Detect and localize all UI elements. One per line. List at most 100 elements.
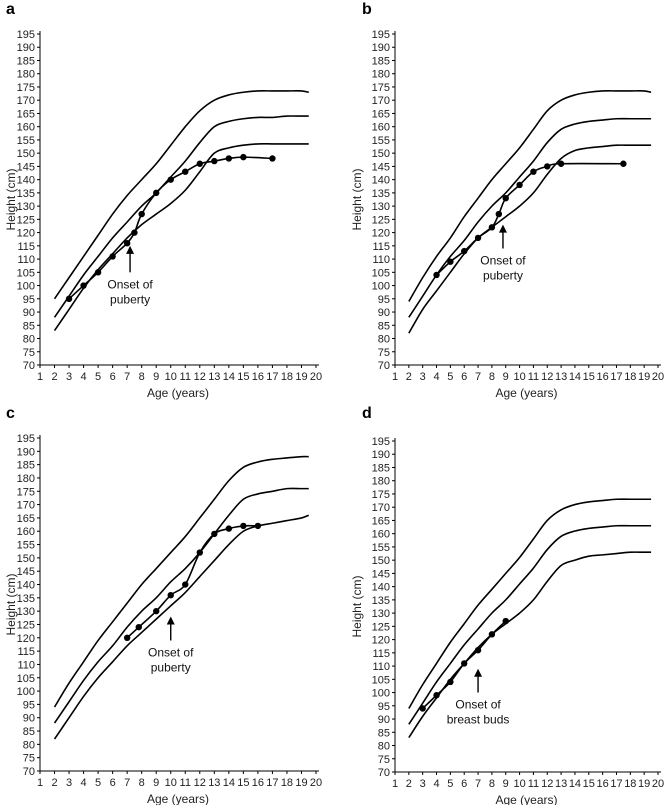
reference-curve-lower [408,551,652,739]
x-tick-label: 12 [541,371,553,383]
data-point [225,155,233,162]
y-tick-label: 175 [17,82,35,94]
data-point [502,617,509,625]
data-point [495,210,503,218]
x-tick-label: 8 [139,777,145,789]
data-point [167,176,174,183]
reference-curve-lower [408,144,652,334]
x-axis-label: Age (years) [495,793,557,805]
x-tick-label: 5 [447,371,453,383]
x-tick-label: 17 [266,371,278,383]
x-axis-label: Age (years) [147,386,209,400]
data-point [240,153,247,161]
y-tick-label: 125 [372,214,390,226]
y-tick-label: 150 [17,148,35,160]
x-tick-label: 13 [555,371,567,383]
y-tick-label: 190 [372,42,390,54]
y-tick-label: 155 [17,540,35,552]
x-tick-label: 3 [66,777,72,789]
x-tick-label: 2 [51,777,57,789]
x-tick-label: 16 [252,777,264,789]
x-tick-label: 9 [503,778,509,790]
y-tick-label: 130 [372,608,390,620]
y-axis-label: Height (cm) [350,575,364,637]
annotation-text: Onset of [107,277,153,291]
y-tick-label: 105 [372,674,390,686]
x-tick-label: 18 [624,778,636,790]
x-tick-label: 13 [555,778,567,790]
reference-curve-middle [408,524,652,725]
chart-panel-b: b707580859095100105110115120125130135140… [350,1,664,400]
data-point [211,530,218,538]
data-point [254,522,262,530]
y-tick-label: 160 [372,529,390,541]
panel-label: c [6,405,15,422]
y-tick-label: 145 [372,568,390,580]
x-tick-label: 12 [541,778,553,790]
data-point [516,181,523,189]
data-point [502,194,509,202]
y-tick-label: 170 [372,95,390,107]
x-tick-label: 3 [66,371,72,383]
x-tick-label: 14 [223,371,235,383]
data-point [94,269,102,276]
x-tick-label: 5 [95,371,101,383]
annotation-text: Onset of [148,645,194,659]
data-point [620,160,627,167]
panel-label: b [362,1,372,18]
x-tick-label: 19 [638,778,650,790]
x-tick-label: 7 [124,777,130,789]
data-point [211,157,218,165]
y-tick-label: 125 [17,214,35,226]
y-tick-label: 170 [372,502,390,514]
data-point [167,591,174,599]
x-tick-label: 18 [281,777,293,789]
y-tick-label: 85 [378,727,390,739]
x-axis-label: Age (years) [147,792,209,805]
y-tick-label: 120 [372,635,390,647]
y-tick-label: 175 [372,82,390,94]
data-point [182,168,189,175]
y-tick-label: 120 [372,228,390,240]
y-tick-label: 140 [17,175,35,187]
y-tick-label: 90 [378,307,390,319]
x-tick-label: 13 [208,777,220,789]
y-tick-label: 160 [17,122,35,134]
x-tick-label: 7 [475,778,481,790]
x-tick-label: 20 [652,371,664,383]
data-point [123,239,131,247]
x-tick-label: 6 [461,778,467,790]
x-tick-label: 18 [281,371,293,383]
y-tick-label: 140 [372,582,390,594]
data-point [131,229,138,236]
x-tick-label: 8 [489,778,495,790]
annotation-text: puberty [110,292,150,306]
annotation-arrow-head [498,224,507,233]
data-point [447,678,454,686]
x-tick-label: 10 [513,371,525,383]
y-tick-label: 100 [17,686,35,698]
y-tick-label: 70 [23,766,35,778]
data-point [123,634,131,641]
y-tick-label: 190 [17,446,35,458]
y-tick-label: 130 [372,201,390,213]
y-tick-label: 150 [372,555,390,567]
y-tick-label: 140 [372,175,390,187]
x-tick-label: 16 [597,778,609,790]
y-tick-label: 75 [378,754,390,766]
y-tick-label: 95 [378,294,390,306]
reference-curve-upper [53,90,309,300]
x-tick-label: 6 [110,777,116,789]
x-tick-label: 4 [81,371,87,383]
data-point [557,160,565,167]
x-tick-label: 7 [475,371,481,383]
y-tick-label: 125 [17,619,35,631]
annotation-text: Onset of [480,253,526,267]
y-tick-label: 80 [378,741,390,753]
x-tick-label: 17 [266,777,278,789]
annotation-text: puberty [151,660,191,674]
annotation-text: breast buds [447,713,510,727]
annotation-text: puberty [483,268,523,282]
x-tick-label: 5 [95,777,101,789]
